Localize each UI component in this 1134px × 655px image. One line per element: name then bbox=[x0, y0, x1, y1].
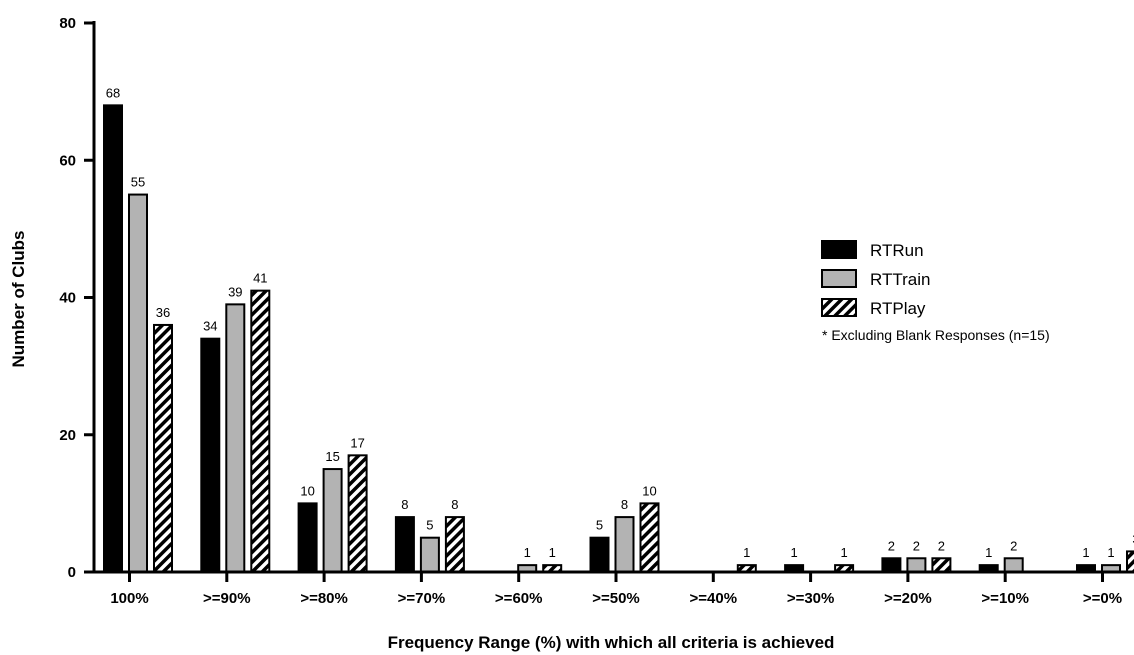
data-label-rtplay-3: 8 bbox=[451, 497, 458, 512]
data-label-rttrain-0: 55 bbox=[131, 175, 145, 190]
legend-swatch-rttrain bbox=[821, 269, 857, 288]
data-label-rttrain-3: 5 bbox=[426, 518, 433, 533]
bar-rtplay-2 bbox=[347, 454, 368, 573]
bar-rtrun-5 bbox=[589, 536, 610, 573]
data-label-rtrun-3: 8 bbox=[401, 497, 408, 512]
data-label-rtrun-8: 2 bbox=[888, 538, 895, 553]
data-label-rtrun-7: 1 bbox=[790, 545, 797, 560]
data-label-rtplay-4: 1 bbox=[549, 545, 556, 560]
data-label-rtplay-10: 3 bbox=[1132, 531, 1134, 546]
data-label-rttrain-5: 8 bbox=[621, 497, 628, 512]
bar-rtrun-3 bbox=[394, 516, 415, 573]
legend-swatch-rtplay bbox=[821, 298, 857, 317]
data-label-rtrun-10: 1 bbox=[1082, 545, 1089, 560]
bar-rttrain-9 bbox=[1003, 557, 1024, 574]
bar-rtrun-8 bbox=[881, 557, 902, 574]
y-tick-label-60: 60 bbox=[59, 152, 76, 169]
data-label-rtplay-6: 1 bbox=[743, 545, 750, 560]
data-label-rttrain-1: 39 bbox=[228, 284, 242, 299]
data-label-rttrain-10: 1 bbox=[1107, 545, 1114, 560]
y-tick-label-0: 0 bbox=[68, 564, 76, 581]
x-tick-label-3: >=70% bbox=[398, 590, 446, 607]
x-tick-labels-layer: 100% >=90% >=80% >=70% >=60% >=50% >=40% >=30% >… bbox=[110, 572, 1122, 607]
axes-layer bbox=[92, 21, 1134, 574]
data-label-rtrun-9: 1 bbox=[985, 545, 992, 560]
bar-rttrain-2 bbox=[322, 468, 343, 573]
legend-label-rtrun: RTRun bbox=[870, 241, 924, 260]
x-tick-label-4: >=60% bbox=[495, 590, 543, 607]
bar-rttrain-0 bbox=[128, 193, 148, 573]
legend-swatch-rtrun bbox=[821, 240, 857, 259]
data-label-rtrun-5: 5 bbox=[596, 518, 603, 533]
bar-rttrain-8 bbox=[906, 557, 927, 574]
x-tick-label-2: >=80% bbox=[300, 590, 348, 607]
x-tick-label-7: >=30% bbox=[787, 590, 835, 607]
y-tick-label-80: 80 bbox=[59, 15, 76, 32]
bar-rtplay-8 bbox=[931, 557, 952, 574]
data-label-rtplay-8: 2 bbox=[938, 538, 945, 553]
y-tick-label-20: 20 bbox=[59, 427, 76, 444]
data-label-rtrun-0: 68 bbox=[106, 85, 120, 100]
bar-rtplay-3 bbox=[444, 516, 465, 573]
x-tick-label-10: >=0% bbox=[1083, 590, 1122, 607]
legend-note: * Excluding Blank Responses (n=15) bbox=[822, 327, 1050, 343]
data-label-rtrun-1: 34 bbox=[203, 319, 217, 334]
data-label-rttrain-2: 15 bbox=[325, 449, 339, 464]
data-label-rtplay-0: 36 bbox=[156, 305, 170, 320]
legend: RTRun RTTrain RTPlay bbox=[821, 240, 930, 318]
bar-rttrain-5 bbox=[614, 516, 635, 573]
y-tick-labels-layer: 0 20 40 60 80 bbox=[59, 15, 94, 581]
y-tick-label-40: 40 bbox=[59, 290, 76, 307]
bars-layer bbox=[103, 104, 1134, 574]
data-label-rtplay-1: 41 bbox=[253, 271, 267, 286]
legend-label-rttrain: RTTrain bbox=[870, 270, 930, 289]
y-axis-title: Number of Clubs bbox=[9, 231, 28, 368]
x-axis-title: Frequency Range (%) with which all crite… bbox=[388, 633, 835, 652]
bar-rtrun-2 bbox=[297, 502, 318, 573]
x-tick-label-1: >=90% bbox=[203, 590, 251, 607]
x-tick-label-8: >=20% bbox=[884, 590, 932, 607]
x-tick-label-9: >=10% bbox=[981, 590, 1029, 607]
bar-rtplay-0 bbox=[153, 323, 173, 574]
bar-rtplay-10 bbox=[1126, 550, 1134, 573]
x-tick-label-6: >=40% bbox=[690, 590, 738, 607]
legend-label-rtplay: RTPlay bbox=[870, 299, 926, 318]
data-label-rttrain-4: 1 bbox=[524, 545, 531, 560]
bar-rttrain-3 bbox=[419, 536, 440, 573]
data-label-rttrain-8: 2 bbox=[913, 538, 920, 553]
data-label-rttrain-9: 2 bbox=[1010, 538, 1017, 553]
data-label-rtplay-5: 10 bbox=[642, 483, 656, 498]
x-tick-label-0: 100% bbox=[110, 590, 148, 607]
bar-rttrain-1 bbox=[225, 303, 246, 573]
data-label-rtplay-7: 1 bbox=[840, 545, 847, 560]
data-label-rtplay-2: 17 bbox=[350, 435, 364, 450]
bar-rtrun-1 bbox=[200, 337, 221, 573]
bar-rtplay-5 bbox=[639, 502, 660, 573]
bar-rtplay-1 bbox=[250, 289, 271, 573]
bar-rtrun-0 bbox=[103, 104, 123, 573]
data-label-rtrun-2: 10 bbox=[300, 483, 314, 498]
data-labels-layer: 68553634394110151785811581011122212113 bbox=[106, 85, 1134, 560]
x-tick-label-5: >=50% bbox=[592, 590, 640, 607]
